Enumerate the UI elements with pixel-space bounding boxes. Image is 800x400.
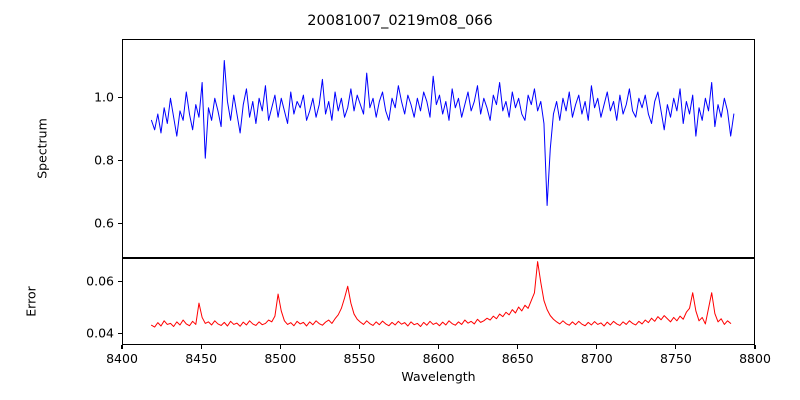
xtick-mark	[279, 345, 281, 349]
xtick-mark	[200, 345, 202, 349]
y-axis-label-error: Error	[23, 286, 39, 317]
ytick-mark-error	[118, 280, 122, 282]
xtick-label: 8400	[106, 351, 138, 366]
ytick-mark-error	[118, 332, 122, 334]
y-axis-label-spectrum: Spectrum	[34, 118, 50, 179]
xtick-mark	[754, 345, 756, 349]
page-title: 20081007_0219m08_066	[307, 13, 493, 29]
error-line-series	[150, 261, 732, 328]
xtick-label: 8750	[659, 351, 692, 366]
x-axis-label: Wavelength	[401, 369, 476, 384]
ytick-label-spectrum: 0.6	[94, 215, 114, 231]
xtick-mark	[675, 345, 677, 349]
xtick-label: 8650	[501, 351, 534, 366]
xtick-mark	[517, 345, 519, 349]
xtick-label: 8450	[185, 351, 218, 366]
error-plot-area	[122, 258, 755, 345]
ytick-mark-spectrum	[118, 159, 122, 161]
xtick-label: 8800	[739, 351, 771, 366]
ytick-label-spectrum: 0.8	[94, 152, 114, 168]
xtick-label: 8700	[580, 351, 613, 366]
spectrum-plot-area	[122, 39, 755, 258]
ytick-label-error: 0.04	[86, 325, 114, 341]
xtick-label: 8500	[264, 351, 297, 366]
xtick-mark	[437, 345, 440, 349]
ytick-mark-spectrum	[118, 222, 122, 224]
ytick-label-error: 0.06	[86, 273, 114, 289]
xtick-mark	[596, 345, 598, 349]
spectrum-line-series	[150, 59, 735, 206]
xtick-label: 8600	[422, 351, 455, 366]
xtick-label: 8550	[343, 351, 376, 366]
ytick-mark-spectrum	[118, 96, 122, 98]
xtick-mark	[358, 345, 360, 349]
xtick-mark	[121, 345, 123, 349]
ytick-label-spectrum: 1.0	[94, 89, 114, 105]
